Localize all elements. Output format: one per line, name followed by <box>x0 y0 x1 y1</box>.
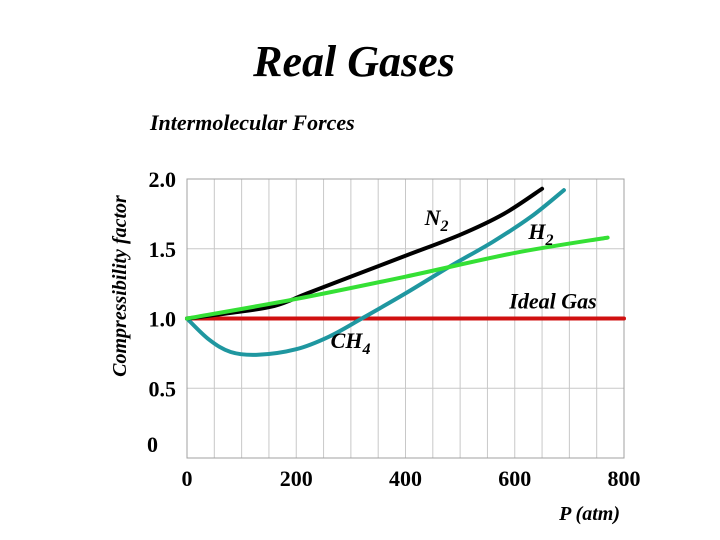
series-label-subscript: 2 <box>440 218 449 235</box>
x-axis-label: P (atm) <box>558 503 620 525</box>
series-label-n2: N2 <box>424 205 449 235</box>
y-tick-label: 0.5 <box>149 376 177 401</box>
chart-subtitle: Intermolecular Forces <box>150 110 355 135</box>
series-label-ideal-gas: Ideal Gas <box>508 289 596 314</box>
x-tick-label: 600 <box>498 466 531 491</box>
x-tick-label: 0 <box>182 466 193 491</box>
series-line-h2 <box>185 235 610 321</box>
series-line-ch4 <box>185 188 566 357</box>
x-tick-label: 200 <box>280 466 313 491</box>
y-tick-label: 1.5 <box>149 237 177 262</box>
y-tick-label: 1.0 <box>149 307 177 332</box>
tick-labels: 0 200 400 600 800 0 0.5 1.0 1.5 2.0 <box>147 167 641 491</box>
series-label-subscript: 4 <box>361 341 370 358</box>
x-tick-label: 400 <box>389 466 422 491</box>
series-label-subscript: 2 <box>545 232 554 249</box>
y-tick-label: 0 <box>147 432 158 457</box>
y-tick-label: 2.0 <box>149 167 177 192</box>
series-label-h2: H2 <box>527 219 553 249</box>
page-title: Real Gases <box>253 37 455 86</box>
series-line-n2 <box>185 186 545 321</box>
x-tick-label: 800 <box>608 466 641 491</box>
series-lines <box>185 186 626 357</box>
y-axis-label: Compressibility factor <box>109 195 131 377</box>
